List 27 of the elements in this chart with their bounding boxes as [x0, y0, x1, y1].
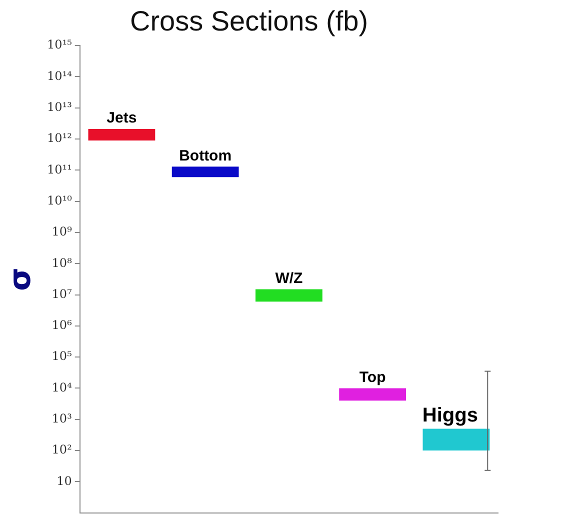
x-tick-label: Bottom [179, 147, 232, 164]
y-tick-label: 10¹⁴ [47, 68, 72, 83]
y-tick-label: 10¹¹ [47, 162, 72, 176]
y-tick-label: 10¹² [47, 131, 72, 146]
x-tick-label: Jets [106, 110, 137, 127]
y-tick-label: 10⁶ [52, 318, 72, 332]
y-tick-label: 10⁵ [52, 349, 72, 364]
y-tick-label: 10³ [52, 411, 72, 426]
x-tick-label: W/Z [275, 270, 303, 287]
y-axis-title: σ [2, 268, 38, 291]
y-tick-label: 10⁸ [52, 256, 72, 270]
y-tick-label: 10⁷ [52, 286, 72, 301]
chart-title: Cross Sections (fb) [130, 6, 368, 37]
y-tick-label: 10⁴ [52, 380, 72, 394]
x-tick-label: Top [359, 368, 386, 386]
y-tick-label: 10¹³ [47, 100, 72, 114]
bar [88, 129, 156, 140]
x-tick-label: Higgs [422, 404, 478, 426]
bar [422, 428, 490, 451]
y-tick-label: 10¹⁵ [47, 38, 72, 52]
y-tick-label: 10 [56, 474, 72, 488]
y-tick-label: 10² [52, 442, 72, 457]
bar [339, 388, 406, 401]
y-tick-label: 10⁹ [52, 224, 72, 239]
bar [172, 166, 239, 178]
bar [255, 289, 322, 302]
y-tick-label: 10¹⁰ [47, 193, 72, 208]
